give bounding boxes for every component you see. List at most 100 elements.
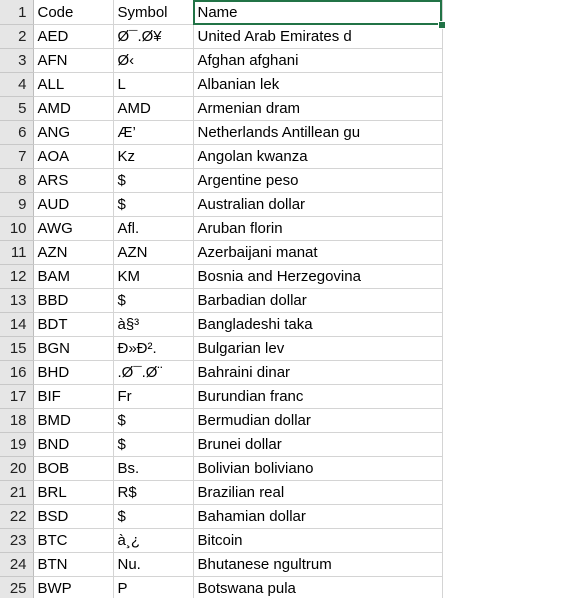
cell-symbol[interactable]: Æ’ <box>113 120 194 145</box>
cell-name[interactable]: Netherlands Antillean gu <box>193 120 443 145</box>
row-header[interactable]: 25 <box>0 576 34 598</box>
cell-name[interactable]: Azerbaijani manat <box>193 240 443 265</box>
cell-code[interactable]: AWG <box>33 216 114 241</box>
cell-symbol[interactable]: $ <box>113 168 194 193</box>
cell-symbol[interactable]: $ <box>113 432 194 457</box>
row-header[interactable]: 9 <box>0 192 34 217</box>
cell-name[interactable]: Afghan afghani <box>193 48 443 73</box>
cell-symbol[interactable]: $ <box>113 288 194 313</box>
cell-code[interactable]: BGN <box>33 336 114 361</box>
cell-symbol[interactable]: Ø‹ <box>113 48 194 73</box>
cell-symbol[interactable]: Afl. <box>113 216 194 241</box>
cell-name[interactable]: Angolan kwanza <box>193 144 443 169</box>
cell-code[interactable]: BHD <box>33 360 114 385</box>
cell-symbol[interactable]: Ø¯.Ø¥ <box>113 24 194 49</box>
row-header[interactable]: 15 <box>0 336 34 361</box>
cell-symbol[interactable]: P <box>113 576 194 598</box>
cell-symbol[interactable]: AMD <box>113 96 194 121</box>
cell-symbol[interactable]: Ð»Ð². <box>113 336 194 361</box>
row-header[interactable]: 19 <box>0 432 34 457</box>
cell-name[interactable]: Aruban florin <box>193 216 443 241</box>
row-header[interactable]: 6 <box>0 120 34 145</box>
row-header[interactable]: 12 <box>0 264 34 289</box>
cell-name[interactable]: Bermudian dollar <box>193 408 443 433</box>
cell-code[interactable]: BOB <box>33 456 114 481</box>
cell-symbol[interactable]: AZN <box>113 240 194 265</box>
cell-symbol[interactable]: .Ø¯.Ø¨ <box>113 360 194 385</box>
cell-code[interactable]: ARS <box>33 168 114 193</box>
cell-symbol[interactable]: à§³ <box>113 312 194 337</box>
cell-name[interactable]: United Arab Emirates d <box>193 24 443 49</box>
cell-code[interactable]: Code <box>33 0 114 25</box>
row-header[interactable]: 5 <box>0 96 34 121</box>
cell-symbol[interactable]: $ <box>113 408 194 433</box>
cell-symbol[interactable]: R$ <box>113 480 194 505</box>
cell-name[interactable]: Bangladeshi taka <box>193 312 443 337</box>
cell-name[interactable]: Bitcoin <box>193 528 443 553</box>
row-header[interactable]: 11 <box>0 240 34 265</box>
cell-name[interactable]: Brunei dollar <box>193 432 443 457</box>
row-header[interactable]: 4 <box>0 72 34 97</box>
cell-symbol[interactable]: Fr <box>113 384 194 409</box>
cell-code[interactable]: BRL <box>33 480 114 505</box>
row-header[interactable]: 22 <box>0 504 34 529</box>
row-header[interactable]: 21 <box>0 480 34 505</box>
row-header[interactable]: 14 <box>0 312 34 337</box>
cell-name[interactable]: Bosnia and Herzegovina <box>193 264 443 289</box>
cell-code[interactable]: BWP <box>33 576 114 598</box>
row-header[interactable]: 8 <box>0 168 34 193</box>
cell-code[interactable]: BTN <box>33 552 114 577</box>
cell-name[interactable]: Brazilian real <box>193 480 443 505</box>
cell-code[interactable]: BND <box>33 432 114 457</box>
cell-code[interactable]: AUD <box>33 192 114 217</box>
row-header[interactable]: 20 <box>0 456 34 481</box>
cell-code[interactable]: BTC <box>33 528 114 553</box>
cell-code[interactable]: BSD <box>33 504 114 529</box>
row-header[interactable]: 7 <box>0 144 34 169</box>
cell-name[interactable]: Burundian franc <box>193 384 443 409</box>
cell-code[interactable]: AZN <box>33 240 114 265</box>
cell-code[interactable]: AED <box>33 24 114 49</box>
cell-name[interactable]: Bolivian boliviano <box>193 456 443 481</box>
cell-symbol[interactable]: Symbol <box>113 0 194 25</box>
cell-name[interactable]: Armenian dram <box>193 96 443 121</box>
row-header[interactable]: 18 <box>0 408 34 433</box>
row-header[interactable]: 16 <box>0 360 34 385</box>
cell-code[interactable]: ALL <box>33 72 114 97</box>
cell-symbol[interactable]: Bs. <box>113 456 194 481</box>
cell-code[interactable]: AFN <box>33 48 114 73</box>
row-header[interactable]: 2 <box>0 24 34 49</box>
cell-code[interactable]: ANG <box>33 120 114 145</box>
cell-symbol[interactable]: Kz <box>113 144 194 169</box>
fill-handle[interactable] <box>438 21 446 29</box>
cell-symbol[interactable]: $ <box>113 504 194 529</box>
cell-symbol[interactable]: Nu. <box>113 552 194 577</box>
cell-name[interactable]: Bulgarian lev <box>193 336 443 361</box>
cell-code[interactable]: AOA <box>33 144 114 169</box>
row-header[interactable]: 24 <box>0 552 34 577</box>
cell-name[interactable]: Australian dollar <box>193 192 443 217</box>
cell-code[interactable]: BIF <box>33 384 114 409</box>
cell-symbol[interactable]: L <box>113 72 194 97</box>
cell-symbol[interactable]: KM <box>113 264 194 289</box>
row-header[interactable]: 3 <box>0 48 34 73</box>
cell-name[interactable]: Barbadian dollar <box>193 288 443 313</box>
cell-name[interactable]: Bhutanese ngultrum <box>193 552 443 577</box>
cell-name[interactable]: Botswana pula <box>193 576 443 598</box>
row-header[interactable]: 23 <box>0 528 34 553</box>
cell-symbol[interactable]: $ <box>113 192 194 217</box>
row-header[interactable]: 1 <box>0 0 34 25</box>
cell-name[interactable]: Name <box>193 0 443 25</box>
cell-name[interactable]: Albanian lek <box>193 72 443 97</box>
row-header[interactable]: 13 <box>0 288 34 313</box>
cell-code[interactable]: BMD <box>33 408 114 433</box>
cell-symbol[interactable]: à¸¿ <box>113 528 194 553</box>
row-header[interactable]: 17 <box>0 384 34 409</box>
cell-code[interactable]: BDT <box>33 312 114 337</box>
cell-code[interactable]: AMD <box>33 96 114 121</box>
cell-name[interactable]: Argentine peso <box>193 168 443 193</box>
cell-name[interactable]: Bahraini dinar <box>193 360 443 385</box>
cell-code[interactable]: BAM <box>33 264 114 289</box>
cell-code[interactable]: BBD <box>33 288 114 313</box>
row-header[interactable]: 10 <box>0 216 34 241</box>
